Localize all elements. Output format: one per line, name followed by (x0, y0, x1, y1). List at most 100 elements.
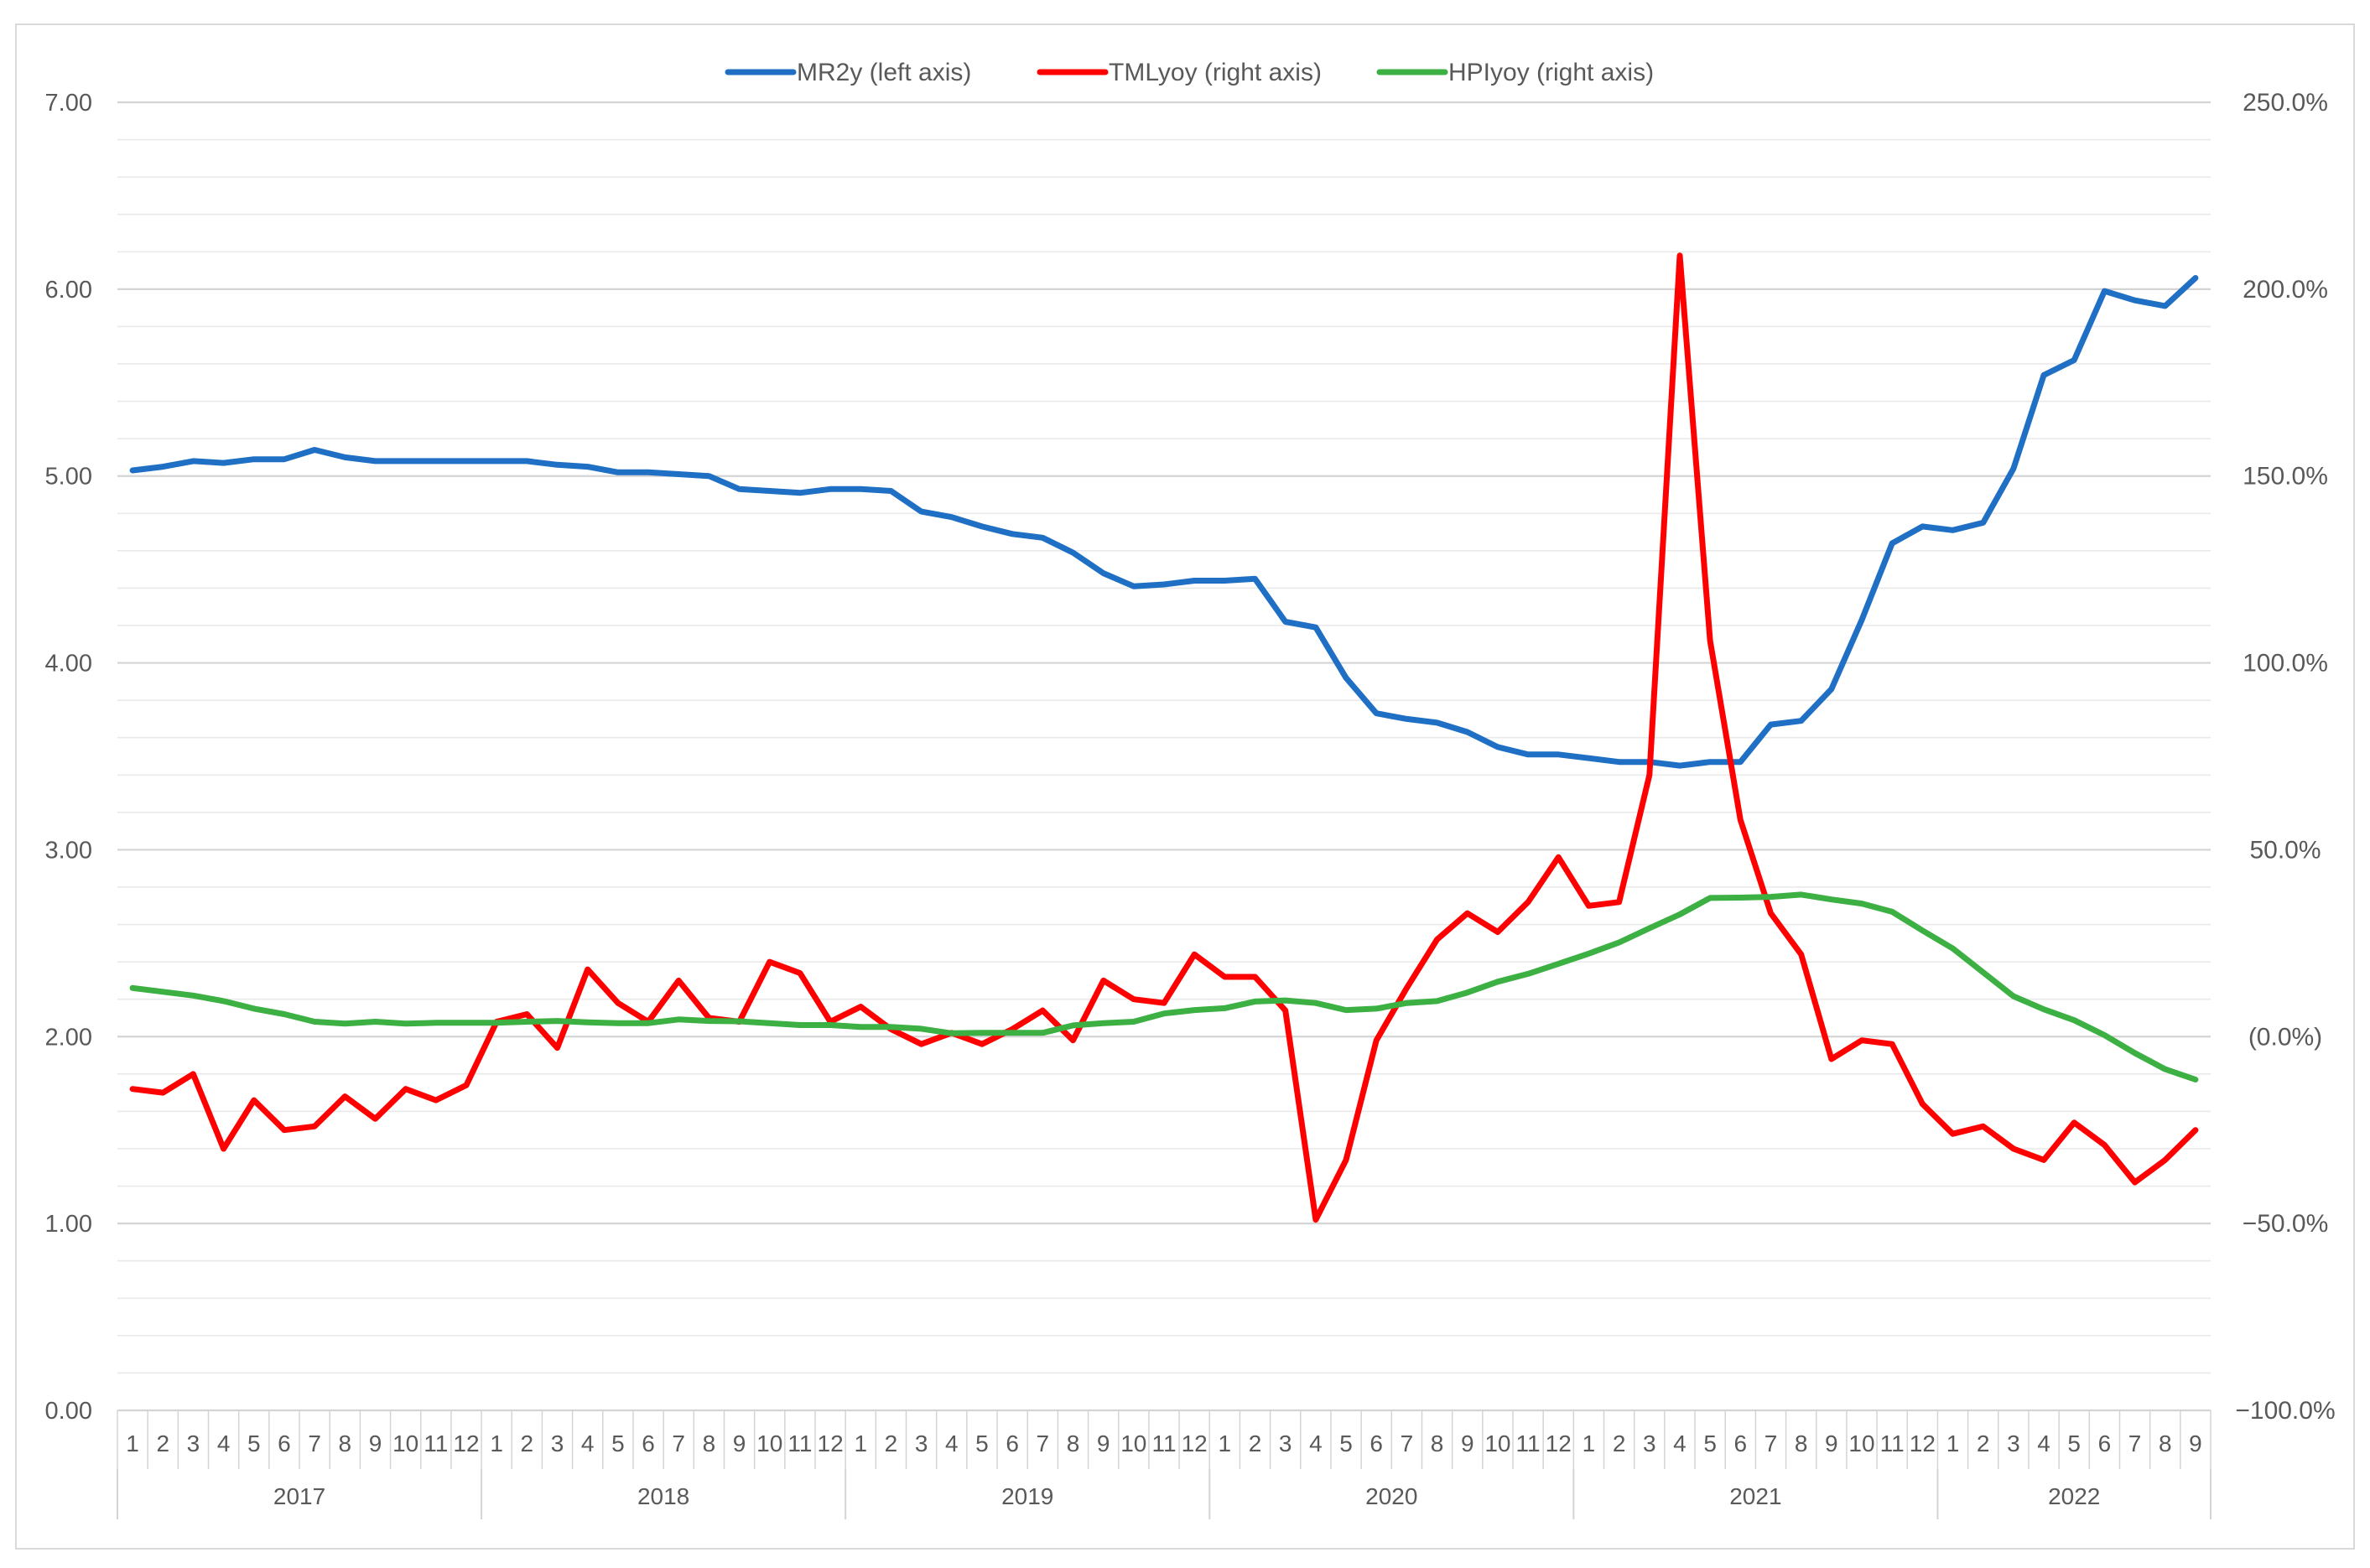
y-left-tick-label: 6.00 (45, 277, 92, 304)
month-tick-label: 7 (2128, 1430, 2142, 1456)
month-tick-label: 6 (2098, 1430, 2112, 1456)
month-tick-label: 12 (1910, 1430, 1936, 1456)
y-right-tick-label: 250.0% (2243, 89, 2328, 117)
month-tick-label: 12 (818, 1430, 844, 1456)
legend-label: HPIyoy (right axis) (1448, 59, 1654, 86)
legend-label: TMLyoy (right axis) (1109, 59, 1322, 86)
month-tick-label: 1 (126, 1430, 139, 1456)
y-left-tick-label: 3.00 (45, 837, 92, 864)
y-right-tick-label: 50.0% (2249, 836, 2321, 864)
month-tick-label: 2 (521, 1430, 534, 1456)
y-left-tick-label: 1.00 (45, 1211, 92, 1238)
series-line-mr2y (129, 275, 2199, 769)
year-label: 2020 (1365, 1483, 1417, 1509)
series-line-tmlyoy (129, 252, 2199, 1223)
month-tick-label: 6 (278, 1430, 291, 1456)
month-tick-label: 6 (1734, 1430, 1748, 1456)
month-tick-label: 8 (1067, 1430, 1080, 1456)
month-tick-label: 1 (1219, 1430, 1232, 1456)
year-label: 2019 (1001, 1483, 1053, 1509)
month-tick-label: 9 (733, 1430, 746, 1456)
month-tick-label: 8 (703, 1430, 716, 1456)
month-tick-label: 11 (1516, 1430, 1541, 1456)
month-tick-label: 1 (490, 1430, 503, 1456)
year-label: 2021 (1729, 1483, 1781, 1509)
axes: 0.00 1.00 2.00 3.00 4.00 5.00 6.00 7.00 −100.0% −… (45, 89, 2336, 1519)
month-tick-label: 7 (672, 1430, 685, 1456)
month-tick-label: 1 (854, 1430, 867, 1456)
month-tick-label: 12 (453, 1430, 479, 1456)
month-tick-label: 7 (1037, 1430, 1050, 1456)
month-tick-label: 8 (339, 1430, 352, 1456)
month-tick-label: 6 (642, 1430, 655, 1456)
month-tick-label: 5 (1703, 1430, 1717, 1456)
y-right-tick-label: 150.0% (2243, 463, 2328, 491)
month-tick-label: 10 (1484, 1430, 1510, 1456)
month-tick-label: 2 (156, 1430, 169, 1456)
month-tick-label: 9 (1825, 1430, 1838, 1456)
month-tick-label: 9 (1097, 1430, 1110, 1456)
y-left-tick-label: 2.00 (45, 1024, 92, 1051)
month-tick-label: 9 (1461, 1430, 1474, 1456)
y-right-tick-label: 100.0% (2243, 650, 2328, 678)
month-tick-label: 8 (1431, 1430, 1444, 1456)
month-tick-label: 12 (1182, 1430, 1208, 1456)
month-tick-label: 4 (217, 1430, 231, 1456)
month-tick-label: 8 (1795, 1430, 1808, 1456)
month-tick-label: 2 (1613, 1430, 1626, 1456)
month-tick-label: 12 (1546, 1430, 1572, 1456)
month-tick-label: 7 (1401, 1430, 1414, 1456)
month-tick-label: 10 (1120, 1430, 1146, 1456)
month-tick-label: 4 (2037, 1430, 2050, 1456)
month-tick-label: 2 (1249, 1430, 1262, 1456)
series-lines (129, 252, 2199, 1223)
month-tick-label: 4 (1309, 1430, 1323, 1456)
month-tick-label: 10 (1848, 1430, 1874, 1456)
month-tick-label: 5 (975, 1430, 989, 1456)
month-tick-label: 2 (885, 1430, 898, 1456)
y-left-tick-label: 0.00 (45, 1398, 92, 1425)
month-tick-label: 8 (2159, 1430, 2172, 1456)
legend: MR2y (left axis) TMLyoy (right axis) HPIyo… (725, 59, 1654, 86)
month-tick-label: 9 (2189, 1430, 2202, 1456)
year-label: 2018 (637, 1483, 689, 1509)
month-tick-label: 6 (1006, 1430, 1019, 1456)
month-tick-label: 10 (392, 1430, 418, 1456)
y-right-tick-label: 200.0% (2243, 276, 2328, 304)
month-tick-label: 4 (581, 1430, 595, 1456)
month-tick-label: 2 (1977, 1430, 1990, 1456)
grid-lines (117, 101, 2211, 1412)
series-line-hpiyoy (129, 891, 2199, 1083)
month-tick-label: 5 (247, 1430, 261, 1456)
month-tick-label: 3 (2007, 1430, 2020, 1456)
line-chart: 0.00 1.00 2.00 3.00 4.00 5.00 6.00 7.00 −100.0% −… (45, 59, 2336, 1519)
y-left-tick-label: 7.00 (45, 90, 92, 117)
y-left-tick-label: 5.00 (45, 464, 92, 491)
month-tick-label: 11 (787, 1430, 812, 1456)
y-right-tick-label: (0.0%) (2248, 1023, 2322, 1051)
month-tick-label: 11 (1880, 1430, 1905, 1456)
month-tick-label: 3 (551, 1430, 564, 1456)
month-tick-label: 7 (1765, 1430, 1778, 1456)
month-tick-label: 11 (424, 1430, 448, 1456)
y-right-tick-label: −100.0% (2235, 1397, 2335, 1425)
month-tick-label: 5 (2067, 1430, 2081, 1456)
month-tick-label: 3 (1643, 1430, 1656, 1456)
month-tick-label: 4 (1673, 1430, 1687, 1456)
year-label: 2022 (2048, 1483, 2100, 1509)
month-tick-label: 3 (187, 1430, 200, 1456)
chart-frame: 0.00 1.00 2.00 3.00 4.00 5.00 6.00 7.00 −100.0% −… (15, 23, 2355, 1550)
month-tick-label: 5 (611, 1430, 625, 1456)
y-left-tick-label: 4.00 (45, 651, 92, 678)
month-tick-label: 9 (369, 1430, 382, 1456)
month-tick-label: 3 (915, 1430, 928, 1456)
month-tick-label: 1 (1946, 1430, 1960, 1456)
month-tick-label: 5 (1339, 1430, 1353, 1456)
y-right-tick-label: −50.0% (2243, 1210, 2329, 1238)
year-label: 2017 (273, 1483, 325, 1509)
legend-label: MR2y (left axis) (797, 59, 971, 86)
month-tick-label: 3 (1279, 1430, 1292, 1456)
month-tick-label: 11 (1151, 1430, 1176, 1456)
month-tick-label: 7 (308, 1430, 321, 1456)
month-tick-label: 4 (945, 1430, 959, 1456)
